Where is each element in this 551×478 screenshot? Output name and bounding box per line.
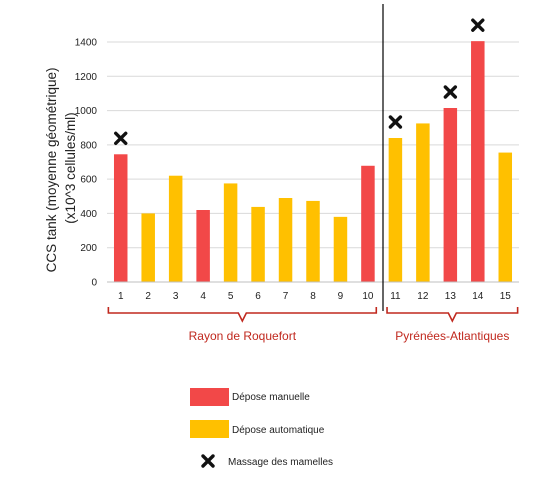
bar-12 xyxy=(416,123,430,282)
y-axis-label-line2: (x10^3 cellules/ml) xyxy=(63,112,78,223)
x-tick-label: 2 xyxy=(145,291,151,302)
bars xyxy=(113,41,513,283)
marker-stroke xyxy=(443,85,458,99)
bracket-1 xyxy=(107,307,378,323)
x-tick-label: 10 xyxy=(362,291,374,302)
legend-auto-label: Dépose automatique xyxy=(232,425,325,436)
marker-stroke xyxy=(471,18,485,32)
region-label-2: Pyrénées-Atlantiques xyxy=(395,329,509,343)
bar-3 xyxy=(168,175,183,282)
bracket-2 xyxy=(386,307,519,323)
legend-manual-label: Dépose manuelle xyxy=(232,392,310,403)
y-axis-ticks: 0 200 400 600 800 1000 1200 1400 xyxy=(75,38,98,289)
massage-marker-1 xyxy=(114,131,128,145)
x-axis-ticks: 1 2 3 4 5 6 7 8 9 10 11 12 13 14 15 xyxy=(118,291,511,302)
bar-15 xyxy=(498,152,513,282)
bar-7 xyxy=(278,198,293,282)
legend-massage-icon xyxy=(201,454,215,468)
bar-1 xyxy=(113,154,128,282)
bar-2 xyxy=(141,213,155,282)
bar-4 xyxy=(196,210,210,282)
y-tick-label: 1400 xyxy=(75,38,98,49)
bar-14 xyxy=(471,41,485,283)
x-tick-label: 7 xyxy=(283,291,289,302)
x-tick-label: 5 xyxy=(228,291,234,302)
x-tick-label: 8 xyxy=(310,291,316,302)
x-tick-label: 11 xyxy=(390,291,401,302)
massage-marker-11 xyxy=(388,115,403,129)
x-tick-label: 9 xyxy=(338,291,344,302)
legend-auto-swatch xyxy=(190,420,229,438)
x-tick-label: 1 xyxy=(118,291,124,302)
marker-stroke xyxy=(114,131,128,145)
y-tick-label: 1000 xyxy=(75,106,98,117)
bar-13 xyxy=(443,108,458,282)
x-tick-label: 6 xyxy=(255,291,261,302)
x-tick-label: 3 xyxy=(173,291,179,302)
x-tick-label: 15 xyxy=(500,291,512,302)
y-tick-label: 1200 xyxy=(75,72,98,83)
x-tick-label: 4 xyxy=(200,291,206,302)
bar-11 xyxy=(388,138,403,282)
y-axis-label-line1: CCS tank (moyenne géométrique) xyxy=(44,67,59,272)
region-label-1: Rayon de Roquefort xyxy=(189,329,297,343)
legend-manual-swatch xyxy=(190,388,229,406)
bar-9 xyxy=(333,216,348,282)
bar-5 xyxy=(223,183,238,282)
x-tick-label: 13 xyxy=(445,291,457,302)
marker-stroke xyxy=(388,115,403,129)
bar-10 xyxy=(361,165,375,282)
region-brackets: Rayon de Roquefort Pyrénées-Atlantiques xyxy=(107,307,519,343)
massage-markers xyxy=(114,18,485,145)
y-tick-label: 0 xyxy=(91,278,97,289)
y-tick-label: 800 xyxy=(80,140,97,151)
y-tick-label: 200 xyxy=(80,243,97,254)
legend-massage-label: Massage des mamelles xyxy=(228,457,333,468)
y-tick-label: 600 xyxy=(80,175,97,186)
massage-marker-13 xyxy=(443,85,458,99)
bar-8 xyxy=(306,200,320,282)
bar-6 xyxy=(251,206,265,282)
y-tick-label: 400 xyxy=(80,209,97,220)
y-axis-label: CCS tank (moyenne géométrique) (x10^3 ce… xyxy=(44,64,78,273)
x-tick-label: 14 xyxy=(472,291,484,302)
x-tick-label: 12 xyxy=(417,291,429,302)
massage-marker-14 xyxy=(471,18,485,32)
